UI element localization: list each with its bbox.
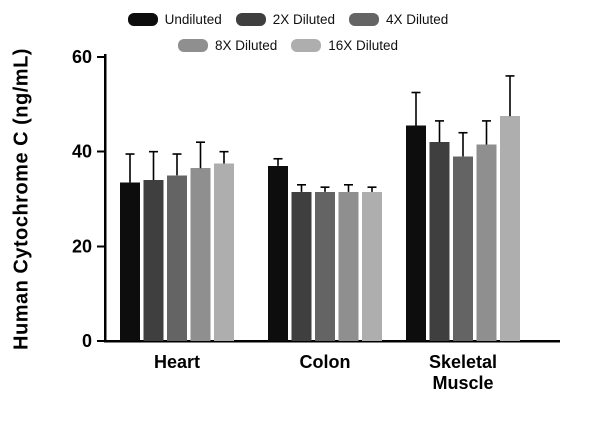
legend-swatch-icon: [177, 39, 208, 52]
legend: Undiluted 2X Diluted 4X Diluted 8X Diluted 1…: [118, 12, 458, 53]
y-tick-label: 20: [72, 236, 92, 256]
bar-heart-2x-diluted: [143, 180, 164, 341]
bar-colon-8x-diluted: [338, 191, 359, 341]
legend-label: 16X Diluted: [328, 38, 399, 53]
bar-heart-16x-diluted: [214, 163, 234, 341]
legend-label: 2X Diluted: [272, 12, 336, 27]
legend-item-4x-diluted: 4X Diluted: [349, 12, 448, 27]
bar-colon-undiluted: [268, 165, 288, 341]
bar-heart-4x-diluted: [167, 175, 187, 341]
legend-label: Undiluted: [164, 12, 222, 27]
x-category-label-skeletal: Skeletal: [429, 352, 497, 372]
x-category-label-colon: Colon: [300, 352, 351, 372]
x-category-label-muscle: Muscle: [432, 373, 493, 393]
legend-swatch-icon: [349, 13, 380, 26]
bar-colon-16x-diluted: [362, 191, 382, 341]
legend-swatch-icon: [127, 13, 158, 26]
legend-swatch-icon: [235, 13, 266, 26]
legend-label: 8X Diluted: [214, 38, 278, 53]
legend-label: 4X Diluted: [386, 12, 449, 27]
bar-heart-undiluted: [120, 182, 140, 341]
bar-heart-8x-diluted: [190, 168, 211, 341]
bar-colon-2x-diluted: [291, 191, 312, 341]
y-tick-label: 0: [82, 331, 92, 351]
bar-skeletal-muscle-undiluted: [406, 125, 426, 341]
y-tick-label: 40: [72, 142, 92, 162]
legend-swatch-icon: [291, 39, 322, 52]
bar-skeletal-muscle-2x-diluted: [429, 142, 450, 341]
bar-colon-4x-diluted: [315, 191, 335, 341]
y-tick-label: 60: [72, 47, 92, 67]
bar-skeletal-muscle-16x-diluted: [500, 116, 520, 342]
legend-item-16x-diluted: 16X Diluted: [291, 38, 398, 53]
legend-item-undiluted: Undiluted: [127, 12, 222, 27]
x-category-label-heart: Heart: [154, 352, 200, 372]
legend-item-8x-diluted: 8X Diluted: [177, 38, 278, 53]
bar-skeletal-muscle-4x-diluted: [453, 156, 473, 341]
legend-item-2x-diluted: 2X Diluted: [235, 12, 336, 27]
bar-skeletal-muscle-8x-diluted: [476, 144, 497, 341]
